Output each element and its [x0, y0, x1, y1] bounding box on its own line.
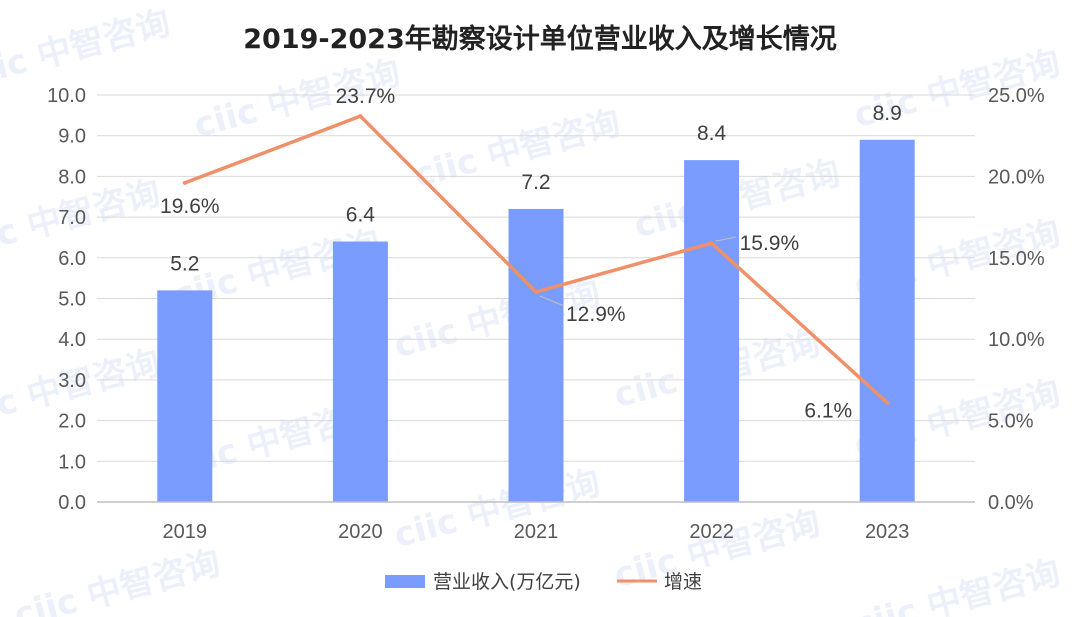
line-point — [709, 241, 714, 246]
legend-line-label: 增速 — [664, 571, 702, 593]
line-data-label: 19.6% — [160, 195, 220, 218]
right-axis-tick-label: 20.0% — [988, 166, 1045, 188]
left-axis-tick-label: 2.0 — [58, 411, 86, 433]
watermark-text: ciic 中智咨询 — [410, 103, 625, 196]
right-axis-tick-label: 5.0% — [988, 411, 1034, 433]
right-axis-tick-label: 0.0% — [988, 492, 1034, 514]
bar-data-label: 8.9 — [873, 102, 902, 125]
line-data-labels: 19.6% 23.7% 12.9% 15.9% 6.1% — [160, 85, 852, 423]
left-axis-tick-label: 8.0 — [58, 166, 86, 188]
line-data-label: 15.9% — [740, 232, 800, 255]
line-point — [358, 114, 363, 119]
watermark-text: ciic 中智咨询 — [10, 543, 225, 617]
left-axis-tick-label: 3.0 — [58, 370, 86, 392]
bar — [684, 160, 740, 502]
bar — [157, 290, 213, 502]
x-axis-tick-label: 2020 — [338, 521, 383, 543]
right-axis-ticks: 0.0% 5.0% 10.0% 15.0% 20.0% 25.0% — [988, 85, 1045, 514]
bar — [859, 139, 915, 502]
bar — [508, 208, 564, 502]
left-axis-tick-label: 6.0 — [58, 248, 86, 270]
bar-data-labels: 5.2 6.4 7.2 8.4 8.9 — [170, 102, 902, 276]
line-data-label: 6.1% — [804, 400, 852, 423]
right-axis-tick-label: 15.0% — [988, 248, 1045, 270]
label-leader — [539, 295, 565, 307]
left-axis-tick-label: 0.0 — [58, 492, 86, 514]
left-axis-tick-label: 7.0 — [58, 207, 86, 229]
bar — [332, 241, 388, 502]
watermark-text: ciic 中智咨询 — [850, 553, 1065, 617]
x-axis-ticks: 2019 2020 2021 2022 2023 — [163, 521, 910, 543]
watermark-text: ciic 中智咨询 — [0, 3, 174, 96]
watermark-text: ciic 中智咨询 — [390, 463, 605, 556]
bar-series — [157, 139, 915, 502]
line-point — [534, 289, 538, 294]
legend: 营业收入(万亿元) 增速 — [385, 571, 702, 593]
line-data-label: 23.7% — [336, 85, 396, 108]
legend-bar-swatch — [385, 575, 425, 588]
left-axis-tick-label: 1.0 — [58, 451, 86, 473]
right-axis-tick-label: 10.0% — [988, 329, 1045, 351]
line-point — [182, 180, 187, 185]
bar-data-label: 7.2 — [521, 171, 550, 194]
left-axis-tick-label: 10.0 — [47, 85, 86, 107]
line-series — [182, 114, 890, 405]
x-axis-tick-label: 2022 — [689, 521, 734, 543]
left-axis-tick-label: 4.0 — [58, 329, 86, 351]
bar-data-label: 6.4 — [346, 204, 376, 227]
line-data-label: 12.9% — [566, 303, 626, 326]
left-axis-tick-label: 5.0 — [58, 289, 86, 311]
right-axis-tick-label: 25.0% — [988, 85, 1045, 107]
bar-data-label: 8.4 — [697, 122, 727, 145]
left-axis-tick-label: 9.0 — [58, 126, 86, 148]
x-axis-tick-label: 2021 — [514, 521, 559, 543]
line-point — [885, 400, 890, 405]
bar-data-label: 5.2 — [170, 252, 199, 275]
label-leader — [715, 236, 736, 242]
x-axis-tick-label: 2019 — [163, 521, 208, 543]
chart-title: 2019-2023年勘察设计单位营业收入及增长情况 — [243, 23, 837, 55]
x-axis-tick-label: 2023 — [865, 521, 910, 543]
left-axis-ticks: 0.0 1.0 2.0 3.0 4.0 5.0 6.0 7.0 8.0 9.0 10.0 — [47, 85, 86, 514]
legend-bar-label: 营业收入(万亿元) — [433, 571, 581, 593]
